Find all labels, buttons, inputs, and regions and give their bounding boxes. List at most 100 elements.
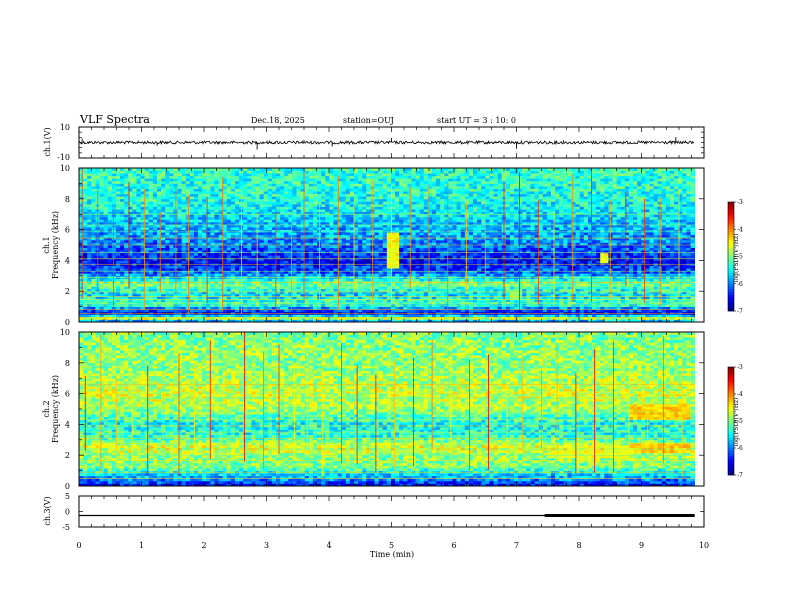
ch1-spectrogram-cell: [259, 316, 265, 320]
ch1-spectrogram-cell: [111, 319, 117, 323]
ch1-spectrogram-cell: [514, 286, 519, 290]
ch1-spectrogram-cell: [325, 257, 330, 261]
ch1-spectrogram-cell: [411, 301, 416, 305]
ch1-spectrogram-cell: [399, 252, 404, 256]
ch1-spectrogram-cell: [678, 291, 683, 295]
ch1-spectrogram-cell: [382, 301, 388, 305]
ch1-spectrogram-cell: [550, 291, 556, 295]
ch1-spectrogram-cell: [251, 257, 256, 261]
ch1-spectrogram-cell: [140, 288, 146, 292]
ch1-spectrogram-cell: [353, 314, 359, 318]
ch1-spectrogram-cell: [382, 304, 388, 307]
ch1-spectrogram-cell: [555, 255, 560, 259]
ch1-spectrogram-cell: [448, 255, 453, 259]
ch2-colorbar-label: log(PSD)(V²/Hz): [733, 398, 740, 447]
ch1-spectrogram-cell: [284, 237, 289, 241]
ch1-spectrogram-cell: [345, 306, 351, 310]
ch1-spectrogram-cell: [341, 255, 347, 259]
ch1-spectrogram-cell: [107, 304, 113, 307]
ch1-spectrogram-cell: [678, 247, 683, 251]
ch1-spectrogram-cell: [345, 301, 351, 305]
ch1-spectrogram-cell: [624, 296, 630, 300]
ch1-spectrogram-cell: [592, 298, 597, 302]
ch1-spectrogram-cell: [386, 298, 392, 302]
ch1-spectrogram-cell: [509, 283, 515, 287]
ch1-spectrogram-cell: [161, 273, 166, 277]
ch1-spectrogram-cell: [329, 298, 334, 302]
ch1-spectrogram-cell: [501, 306, 507, 310]
ch1-spectrogram-cell: [91, 288, 96, 292]
ch1-spectrogram-cell: [79, 283, 84, 287]
ch1-spectrogram-cell: [587, 247, 593, 251]
ch1-spectrogram-cell: [382, 260, 388, 264]
ch1-spectrogram-cell: [678, 268, 683, 272]
ch1-spectrogram-cell: [107, 242, 113, 246]
ch1-spectrogram-cell: [464, 273, 470, 277]
ch1-spectrogram-cell: [333, 280, 338, 284]
ch1-spectrogram-cell: [575, 270, 581, 274]
ch1-spectrogram-cell: [550, 257, 556, 261]
ch1-spectrogram-cell: [210, 268, 215, 272]
ch1-spectrogram-cell: [477, 250, 482, 254]
ch1-spectrogram-cell: [509, 257, 515, 261]
ch1-spectrogram-cell: [386, 283, 392, 287]
ch1-spectrogram-cell: [628, 270, 634, 274]
ch1-spectrogram-cell: [91, 247, 96, 251]
ch1-spectrogram-cell: [111, 301, 117, 305]
ch1-spectrogram-cell: [444, 257, 449, 261]
ch1-spectrogram-cell: [567, 245, 572, 248]
ch1-spectrogram-cell: [419, 306, 425, 310]
ch1-spectrogram-cell: [132, 311, 137, 315]
ch1-spectrogram-cell: [534, 309, 540, 313]
ch1-spectrogram-cell: [263, 298, 269, 302]
ch1-spectrogram-cell: [255, 319, 260, 323]
ch1-spectrogram-cell: [518, 245, 523, 248]
ch1-spectrogram-cell: [575, 265, 581, 269]
ch1-spectrogram-cell: [321, 255, 326, 259]
ch1-spectrogram-cell: [308, 314, 314, 318]
ch1-spectrogram-cell: [226, 306, 232, 310]
ch1-spectrogram-cell: [185, 319, 191, 323]
ch1-spectrogram-cell: [202, 268, 207, 272]
ch1-spectrogram-cell: [477, 280, 482, 284]
ch1-spectrogram-cell: [509, 306, 515, 310]
ch1-spectrogram-cell: [452, 265, 457, 269]
ch1-spectrogram-cell: [185, 242, 191, 246]
ch1-spectrogram-cell: [202, 298, 207, 302]
ch1-spectrogram-cell: [460, 316, 466, 320]
ch1-spectrogram-cell: [505, 296, 511, 300]
ch1-spectrogram-cell: [91, 293, 96, 297]
ch1-spectrogram-cell: [333, 291, 338, 295]
ch1-spectrogram-cell: [682, 273, 687, 277]
ch1-spectrogram-cell: [604, 280, 609, 284]
ch1-spectrogram-cell: [518, 316, 523, 320]
ch1-spectrogram-cell: [600, 280, 605, 284]
ch1-spectrogram-cell: [382, 298, 388, 302]
ch1-spectrogram-cell: [83, 301, 88, 305]
ch1-spectrogram-cell: [312, 260, 318, 264]
ch1-spectrogram-cell: [670, 314, 675, 318]
ch1-spectrogram-cell: [198, 280, 203, 284]
ch1-spectrogram-cell: [395, 298, 400, 302]
ch1-spectrogram-cell: [198, 314, 203, 318]
ch1-spectrogram-cell: [103, 296, 109, 300]
ch1-spectrogram-cell: [333, 304, 338, 307]
ch1-spectrogram-cell: [181, 255, 187, 259]
ch1-spectrogram-cell: [670, 288, 675, 292]
ch1-spectrogram-cell: [353, 309, 359, 313]
ch1-spectrogram-cell: [415, 278, 421, 282]
ch1-spectrogram-cell: [456, 270, 462, 274]
ch1-spectrogram-cell: [674, 298, 679, 302]
ch1-spectrogram-cell: [415, 257, 421, 261]
ch1-spectrogram-cell: [345, 280, 351, 284]
ch1-spectrogram-cell: [148, 239, 154, 243]
ch1-spectrogram-cell: [128, 260, 133, 264]
ch1-spectrogram-cell: [120, 265, 125, 269]
ch1-spectrogram-cell: [571, 278, 576, 282]
ch1-spectrogram-cell: [571, 314, 576, 318]
ch1-spectrogram-cell: [276, 270, 281, 274]
ch1-spectrogram-cell: [99, 298, 105, 302]
ch1-spectrogram-cell: [674, 268, 679, 272]
ch1-spectrogram-cell: [649, 286, 654, 290]
ch1-spectrogram-cell: [468, 319, 474, 323]
